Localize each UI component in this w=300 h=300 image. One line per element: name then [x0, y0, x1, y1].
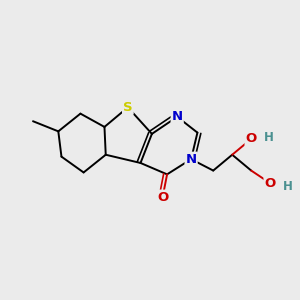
Text: N: N: [172, 110, 183, 123]
Text: N: N: [185, 153, 197, 166]
Text: O: O: [157, 190, 168, 204]
Text: S: S: [123, 101, 133, 114]
Text: O: O: [246, 132, 257, 146]
Text: H: H: [264, 131, 274, 144]
Text: O: O: [265, 177, 276, 190]
Text: H: H: [283, 180, 293, 193]
